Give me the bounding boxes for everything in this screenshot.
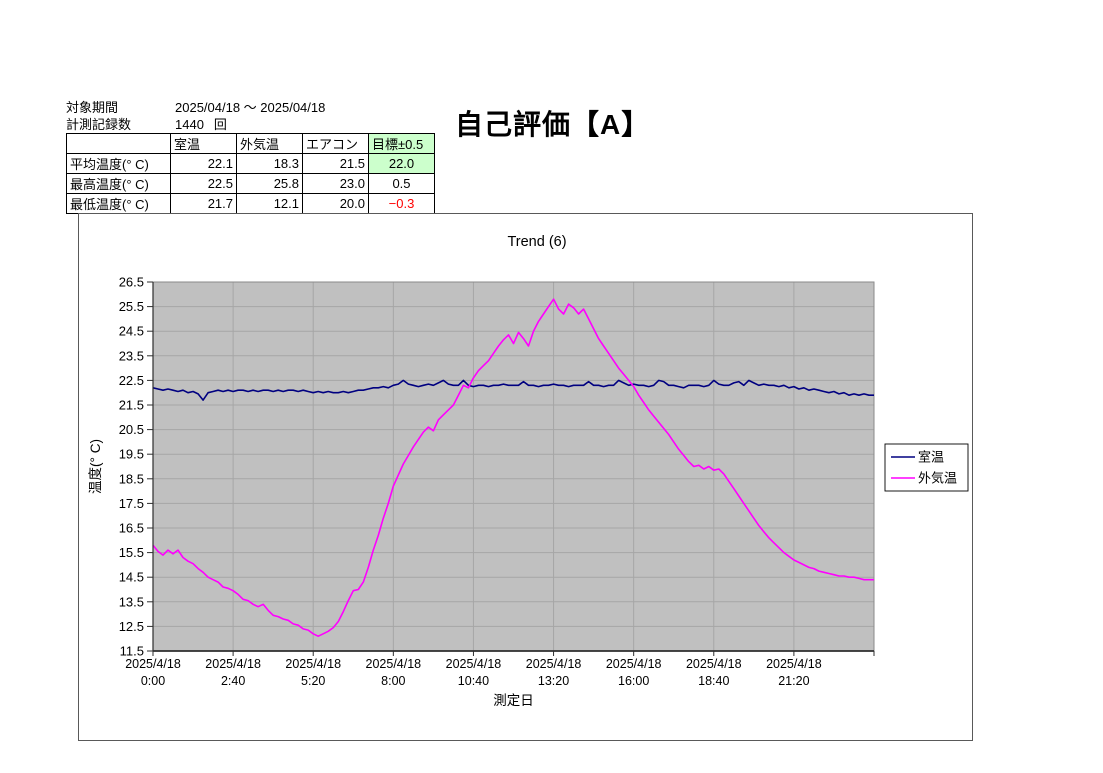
x-tick-time: 13:20 <box>538 674 569 688</box>
x-tick-date: 2025/4/18 <box>125 657 181 671</box>
record-count-value: 1440 <box>175 117 204 132</box>
avg-outdoor-value: 18.3 <box>236 153 303 174</box>
y-tick-label: 18.5 <box>119 471 144 486</box>
self-evaluation-grade: 自己評価【A】 <box>455 109 651 140</box>
x-tick-date: 2025/4/18 <box>606 657 662 671</box>
summary-row-max: 最高温度(° C) 22.5 25.8 23.0 0.5 <box>66 173 435 194</box>
max-room-value: 22.5 <box>170 173 237 194</box>
x-tick-date: 2025/4/18 <box>686 657 742 671</box>
y-tick-label: 26.5 <box>119 275 144 290</box>
summary-col-outdoor: 外気温 <box>236 133 303 154</box>
y-tick-label: 22.5 <box>119 373 144 388</box>
y-tick-label: 15.5 <box>119 545 144 560</box>
min-outdoor-value: 12.1 <box>236 193 303 214</box>
summary-header-row: 室温 外気温 エアコン 目標±0.5 <box>66 133 435 154</box>
avg-room-value: 22.1 <box>170 153 237 174</box>
avg-aircon-value: 21.5 <box>302 153 369 174</box>
report-header: 対象期間 2025/04/18 ～ 2025/04/18 計測記録数 1440 回 <box>66 99 325 133</box>
summary-row-min: 最低温度(° C) 21.7 12.1 20.0 −0.3 <box>66 193 435 214</box>
series-outdoor-temp-line <box>152 298 874 638</box>
row-label-max: 最高温度(° C) <box>66 173 171 194</box>
summary-col-room: 室温 <box>170 133 237 154</box>
record-count-row: 計測記録数 1440 回 <box>66 116 325 133</box>
x-tick-time: 5:20 <box>301 674 325 688</box>
y-tick-label: 21.5 <box>119 398 144 413</box>
record-count-label: 計測記録数 <box>66 117 132 132</box>
legend <box>884 443 969 492</box>
legend-label-outdoor-temp: 外気温 <box>918 471 957 486</box>
y-tick-label: 16.5 <box>119 521 144 536</box>
y-tick-label: 20.5 <box>119 422 144 437</box>
x-tick-time: 10:40 <box>458 674 489 688</box>
summary-col-aircon: エアコン <box>302 133 369 154</box>
x-tick-date: 2025/4/18 <box>366 657 422 671</box>
x-tick-date: 2025/4/18 <box>526 657 582 671</box>
min-room-value: 21.7 <box>170 193 237 214</box>
y-tick-label: 12.5 <box>119 619 144 634</box>
series-room-temp-line <box>152 379 874 401</box>
y-tick-label: 24.5 <box>119 324 144 339</box>
x-tick-time: 8:00 <box>381 674 405 688</box>
x-tick-time: 18:40 <box>698 674 729 688</box>
summary-col-target: 目標±0.5 <box>368 133 435 154</box>
summary-table: 室温 外気温 エアコン 目標±0.5 平均温度(° C) 22.1 18.3 2… <box>66 133 435 214</box>
y-axis-title: 温度(° C) <box>88 439 103 494</box>
x-axis-title: 測定日 <box>493 693 534 708</box>
min-aircon-value: 20.0 <box>302 193 369 214</box>
x-tick-date: 2025/4/18 <box>205 657 261 671</box>
y-tick-label: 17.5 <box>119 496 144 511</box>
chart-title: Trend (6) <box>507 234 566 250</box>
legend-label-room-temp: 室温 <box>918 450 944 465</box>
x-tick-time: 21:20 <box>778 674 809 688</box>
max-outdoor-value: 25.8 <box>236 173 303 194</box>
x-tick-date: 2025/4/18 <box>766 657 822 671</box>
y-tick-label: 13.5 <box>119 594 144 609</box>
plot-area <box>153 282 874 651</box>
period-value: 2025/04/18 ～ 2025/04/18 <box>175 100 326 115</box>
period-row: 対象期間 2025/04/18 ～ 2025/04/18 <box>66 99 325 116</box>
y-tick-label: 14.5 <box>119 570 144 585</box>
x-tick-date: 2025/4/18 <box>446 657 502 671</box>
record-count-unit: 回 <box>213 117 227 132</box>
max-deviation-value: 0.5 <box>368 173 435 194</box>
trend-chart-svg: 11.5 12.5 13.5 14.5 15.5 16.5 17.5 18.5 19.5 20.5… <box>88 234 969 708</box>
max-aircon-value: 23.0 <box>302 173 369 194</box>
min-deviation-value: −0.3 <box>368 193 435 214</box>
avg-target-value: 22.0 <box>368 153 435 174</box>
x-tick-time: 0:00 <box>141 674 165 688</box>
trend-chart: 11.5 12.5 13.5 14.5 15.5 16.5 17.5 18.5 19.5 20.5… <box>78 213 973 741</box>
x-tick-time: 2:40 <box>221 674 245 688</box>
y-tick-label: 23.5 <box>119 348 144 363</box>
period-label: 対象期間 <box>66 100 119 115</box>
x-tick-date: 2025/4/18 <box>285 657 341 671</box>
row-label-average: 平均温度(° C) <box>66 153 171 174</box>
y-tick-label: 25.5 <box>119 299 144 314</box>
row-label-min: 最低温度(° C) <box>66 193 171 214</box>
summary-col-blank <box>66 133 171 154</box>
y-tick-label: 11.5 <box>120 644 144 659</box>
summary-row-average: 平均温度(° C) 22.1 18.3 21.5 22.0 <box>66 153 435 174</box>
x-tick-time: 16:00 <box>618 674 649 688</box>
y-tick-label: 19.5 <box>119 447 144 462</box>
